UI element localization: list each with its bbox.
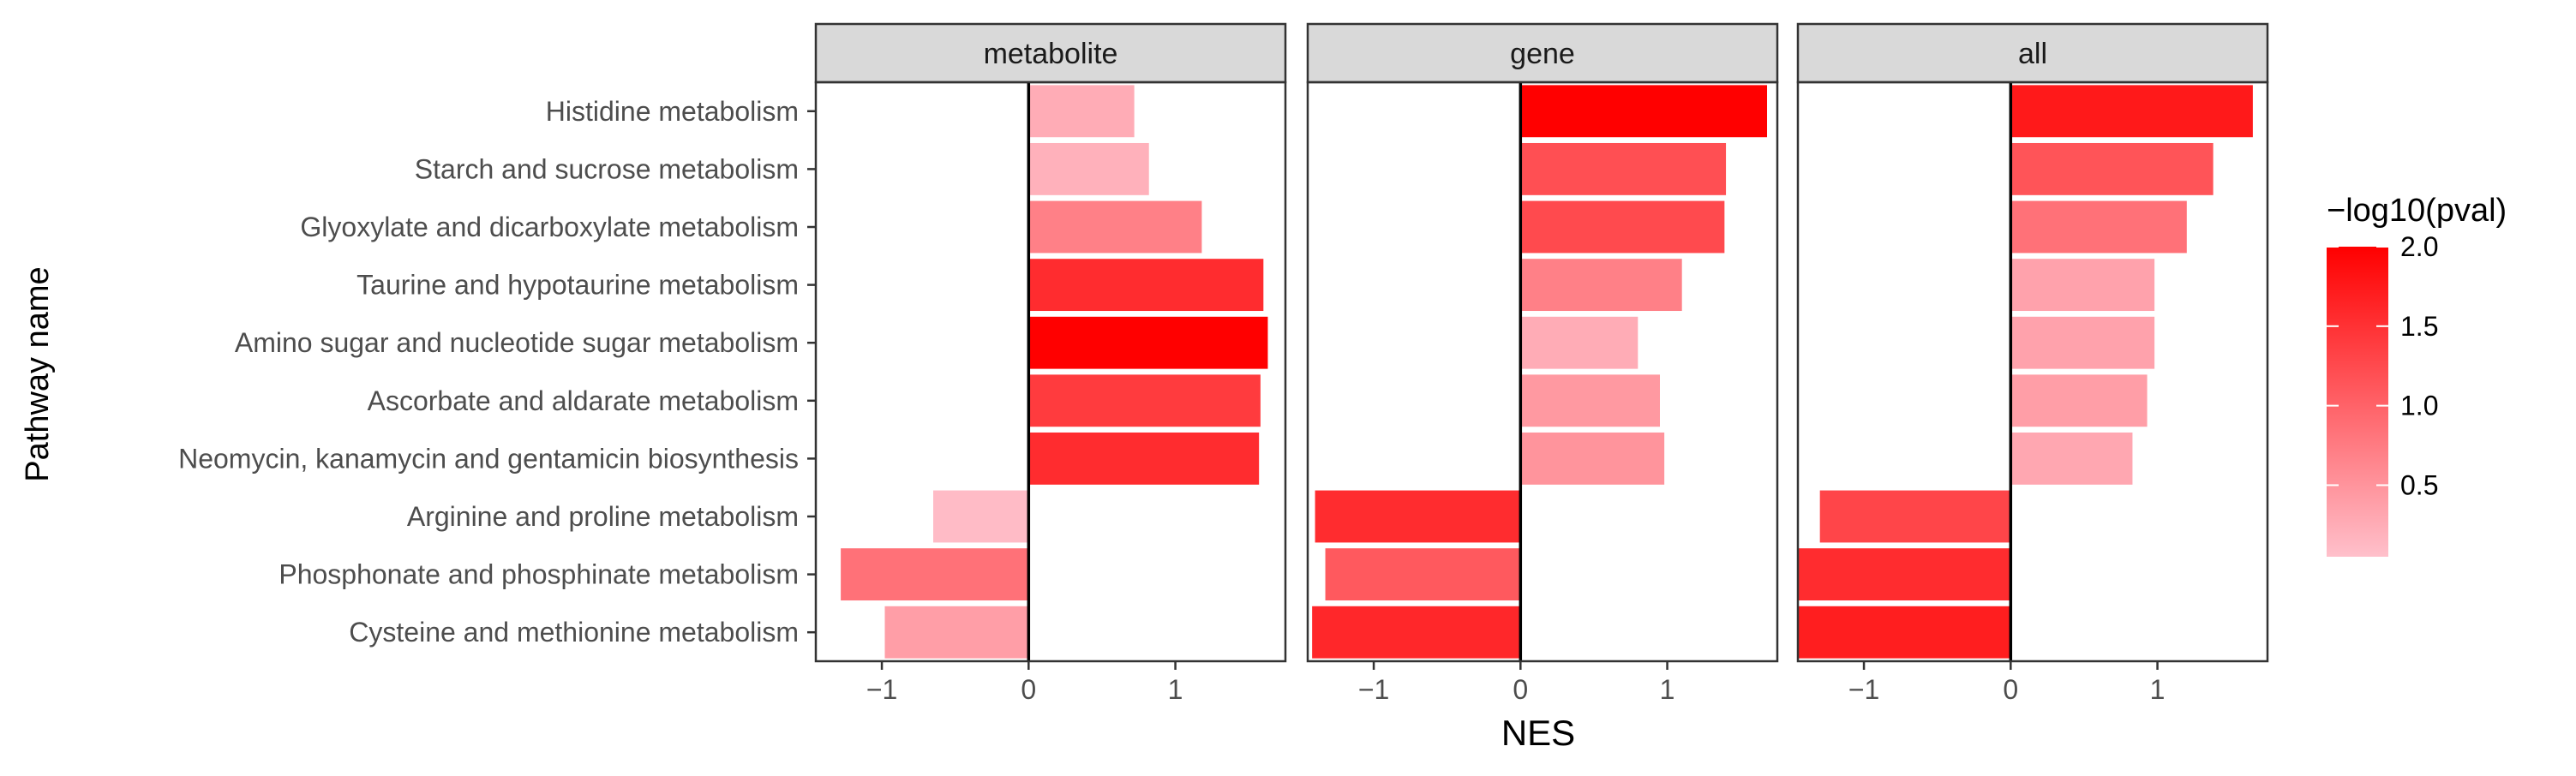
legend-tick-label: 1.5 (2400, 311, 2438, 342)
bar (1520, 316, 1638, 369)
y-tick-label: Taurine and hypotaurine metabolism (356, 270, 799, 301)
bar (1315, 490, 1521, 543)
facet-panels: metabolite −1 0 1 gene −1 0 1 all −1 0 1 (814, 22, 2269, 705)
panel-border (1796, 81, 2269, 663)
color-legend: −log10(pval) 0.5 1.0 1.5 2.0 (2327, 193, 2507, 557)
y-tick-label: Phosphonate and phosphinate metabolism (279, 559, 799, 590)
bar (1520, 85, 1768, 138)
bar (841, 548, 1029, 601)
bar (2010, 142, 2214, 195)
bar (1028, 259, 1264, 312)
x-tick-label: 1 (1660, 674, 1675, 705)
bar (2010, 374, 2148, 427)
bar (1520, 374, 1660, 427)
panel-metabolite: metabolite −1 0 1 (814, 22, 1287, 705)
bar (2010, 432, 2133, 485)
x-tick-label: −1 (866, 674, 897, 705)
facet-strip-label: all (2018, 38, 2047, 70)
facet-strip-label: metabolite (984, 38, 1118, 70)
y-tick-label: Glyoxylate and dicarboxylate metabolism (300, 212, 799, 242)
y-axis-title: Pathway name (20, 266, 56, 481)
y-tick-label: Starch and sucrose metabolism (415, 153, 799, 184)
bar (933, 490, 1029, 543)
y-tick-label: Cysteine and methionine metabolism (349, 617, 799, 648)
x-tick-label: 0 (1513, 674, 1528, 705)
bar (1798, 548, 2011, 601)
bar (1028, 374, 1261, 427)
bar (1798, 606, 2011, 659)
panel-all: all −1 0 1 (1796, 22, 2269, 705)
bar (2010, 259, 2155, 312)
y-tick-label: Ascorbate and aldarate metabolism (368, 385, 799, 416)
bar (884, 606, 1029, 659)
y-tick-label: Histidine metabolism (546, 96, 799, 127)
bar (1520, 432, 1665, 485)
x-tick-label: 1 (1168, 674, 1183, 705)
facet-strip (814, 22, 1287, 84)
bar (2010, 316, 2155, 369)
bar (1819, 490, 2011, 543)
panel-border (1306, 81, 1779, 663)
legend-tick-label: 0.5 (2400, 469, 2438, 500)
facet-strip (1796, 22, 2269, 84)
bar (1028, 85, 1135, 138)
bar (1325, 548, 1521, 601)
bar (1028, 142, 1149, 195)
x-tick-label: 0 (1021, 674, 1036, 705)
x-tick-label: 0 (2003, 674, 2018, 705)
y-tick-label: Neomycin, kanamycin and gentamicin biosy… (178, 443, 799, 474)
x-tick-label: 1 (2150, 674, 2166, 705)
facet-strip-label: gene (1510, 38, 1575, 70)
y-tick-label: Amino sugar and nucleotide sugar metabol… (235, 327, 799, 358)
bar (1520, 259, 1682, 312)
panel-gene: gene −1 0 1 (1306, 22, 1779, 705)
bar (1028, 200, 1202, 254)
x-axis-title: NES (1501, 713, 1575, 753)
bar (2010, 200, 2187, 254)
panel-border (814, 81, 1287, 663)
x-tick-label: −1 (1358, 674, 1389, 705)
legend-tick-label: 2.0 (2400, 231, 2438, 262)
bar (1028, 316, 1268, 369)
y-tick-label: Arginine and proline metabolism (407, 501, 799, 532)
bar (1520, 200, 1725, 254)
bar (1028, 432, 1260, 485)
bar (1312, 606, 1521, 659)
bar (1520, 142, 1727, 195)
bar (2010, 85, 2253, 138)
legend-title: −log10(pval) (2327, 193, 2507, 229)
x-tick-label: −1 (1848, 674, 1879, 705)
legend-tick-label: 1.0 (2400, 391, 2438, 421)
legend-colorbar (2327, 247, 2388, 557)
pathway-category-labels: Histidine metabolism Starch and sucrose m… (178, 96, 816, 648)
